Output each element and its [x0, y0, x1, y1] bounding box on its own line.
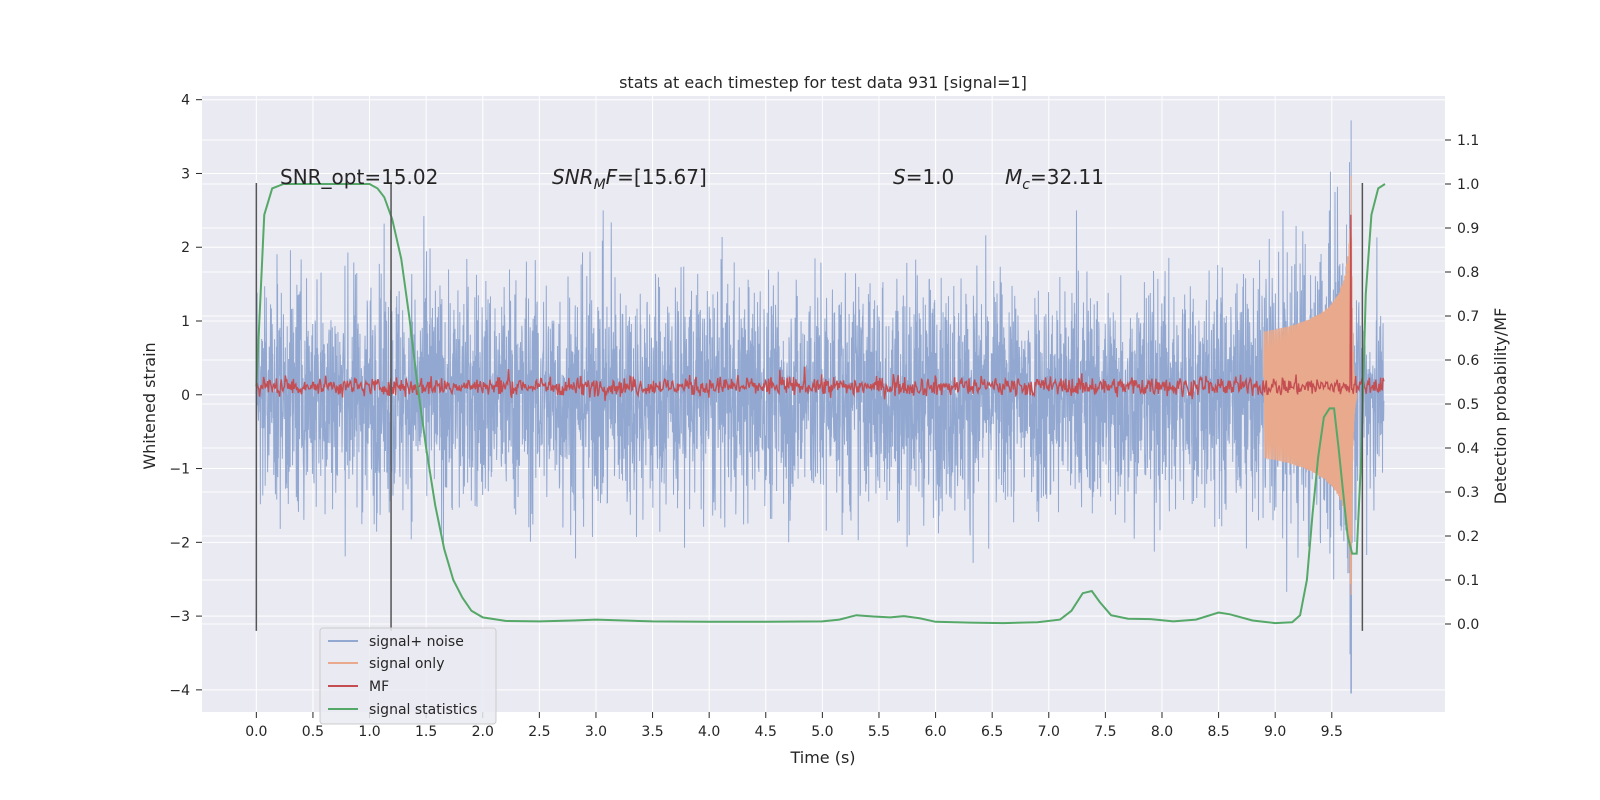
- x-tick-label: 7.5: [1094, 724, 1116, 740]
- y-left-tick-label: −3: [169, 609, 190, 625]
- mf-line: [255, 214, 1385, 401]
- y-right-tick-label: 1.0: [1457, 177, 1479, 193]
- y-right-tick-label: 0.5: [1457, 397, 1479, 413]
- snr-mf-value: =[15.67]: [617, 165, 707, 189]
- y-right-axis-ticks: 1.1 1.0 0.9 0.8 0.7 0.6 0.5 0.4 0.3 0.2 0.1 0.0: [1445, 133, 1479, 633]
- x-tick-label: 1.0: [358, 724, 380, 740]
- x-tick-label: 6.5: [981, 724, 1003, 740]
- legend-label-signal-statistics: signal statistics: [369, 702, 477, 718]
- snr-mf-subscript: M: [594, 177, 606, 193]
- y-right-tick-label: 0.4: [1457, 441, 1479, 457]
- x-tick-label: 8.0: [1151, 724, 1173, 740]
- y-left-tick-label: 2: [181, 240, 190, 256]
- mc-annotation: Mc=32.11: [1005, 165, 1104, 193]
- x-tick-label: 0.0: [245, 724, 267, 740]
- x-tick-label: 9.0: [1264, 724, 1286, 740]
- y-left-tick-label: 3: [181, 166, 190, 182]
- mc-subscript: c: [1022, 177, 1030, 193]
- y-right-tick-label: 0.6: [1457, 353, 1479, 369]
- y-right-tick-label: 0.8: [1457, 265, 1479, 281]
- x-tick-label: 8.5: [1207, 724, 1229, 740]
- y-right-tick-label: 0.1: [1457, 573, 1479, 589]
- vertical-markers: [255, 183, 1364, 631]
- mc-value: =32.11: [1030, 165, 1104, 189]
- series-layer: [255, 120, 1386, 694]
- x-tick-label: 5.5: [868, 724, 890, 740]
- y-left-tick-label: −1: [169, 462, 190, 478]
- legend-label-signal-only: signal only: [369, 656, 444, 672]
- legend-box: [319, 627, 497, 725]
- x-tick-label: 1.5: [415, 724, 437, 740]
- signal-statistics-line: [255, 183, 1386, 625]
- x-tick-label: 6.0: [924, 724, 946, 740]
- y-left-axis-ticks: 4 3 2 1 0 −1 −2 −3 −4: [169, 93, 202, 699]
- y-right-tick-label: 0.0: [1457, 617, 1479, 633]
- mc-name: M: [1005, 165, 1022, 189]
- x-tick-label: 4.0: [698, 724, 720, 740]
- y-left-tick-label: 0: [181, 388, 190, 404]
- x-axis-ticks: 0.0 0.5 1.0 1.5 2.0 2.5 3.0 3.5 4.0 4.5 5.0 5.5 6.0 6…: [245, 712, 1343, 740]
- x-tick-label: 3.5: [641, 724, 663, 740]
- x-tick-label: 2.0: [472, 724, 494, 740]
- legend-label-signal-noise: signal+ noise: [369, 634, 464, 650]
- s-name: S: [893, 165, 906, 189]
- x-tick-label: 2.5: [528, 724, 550, 740]
- legend-label-mf: MF: [369, 679, 389, 695]
- legend: signal+ noise signal only MF signal stat…: [319, 627, 497, 725]
- snr-mf-name: SNR: [552, 165, 594, 189]
- s-value: =1.0: [906, 165, 955, 189]
- x-tick-label: 4.5: [755, 724, 777, 740]
- signal-noise-line: [255, 120, 1385, 694]
- y-left-tick-label: 4: [181, 93, 190, 109]
- snr-mf-f: F: [606, 165, 618, 189]
- snr-mf-annotation: SNRMF=[15.67]: [552, 165, 707, 193]
- signal-only-line: [1263, 175, 1358, 595]
- x-tick-label: 9.5: [1321, 724, 1343, 740]
- snr-opt-annotation: SNR_opt=15.02: [280, 165, 438, 189]
- x-axis-label: Time (s): [789, 748, 855, 767]
- x-tick-label: 3.0: [585, 724, 607, 740]
- y-left-tick-label: 1: [181, 314, 190, 330]
- y-right-tick-label: 1.1: [1457, 133, 1479, 149]
- y-left-axis-label: Whitened strain: [140, 342, 159, 469]
- chart-title: stats at each timestep for test data 931…: [619, 73, 1027, 92]
- s-annotation: S=1.0: [893, 165, 954, 189]
- y-left-tick-label: −4: [169, 683, 190, 699]
- y-right-tick-label: 0.3: [1457, 485, 1479, 501]
- y-left-tick-label: −2: [169, 535, 190, 551]
- x-tick-label: 0.5: [302, 724, 324, 740]
- x-tick-label: 5.0: [811, 724, 833, 740]
- y-right-tick-label: 0.2: [1457, 529, 1479, 545]
- y-right-tick-label: 0.9: [1457, 221, 1479, 237]
- x-tick-label: 7.0: [1038, 724, 1060, 740]
- y-right-tick-label: 0.7: [1457, 309, 1479, 325]
- y-right-axis-label: Detection probability/MF: [1491, 308, 1510, 505]
